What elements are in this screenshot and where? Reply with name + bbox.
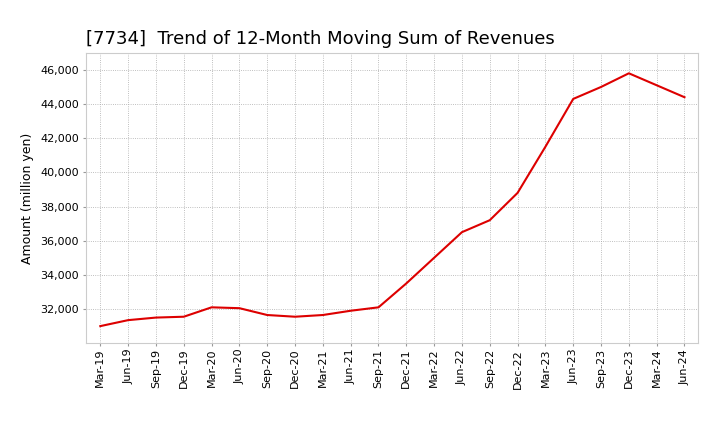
- Y-axis label: Amount (million yen): Amount (million yen): [22, 132, 35, 264]
- Text: [7734]  Trend of 12-Month Moving Sum of Revenues: [7734] Trend of 12-Month Moving Sum of R…: [86, 30, 555, 48]
